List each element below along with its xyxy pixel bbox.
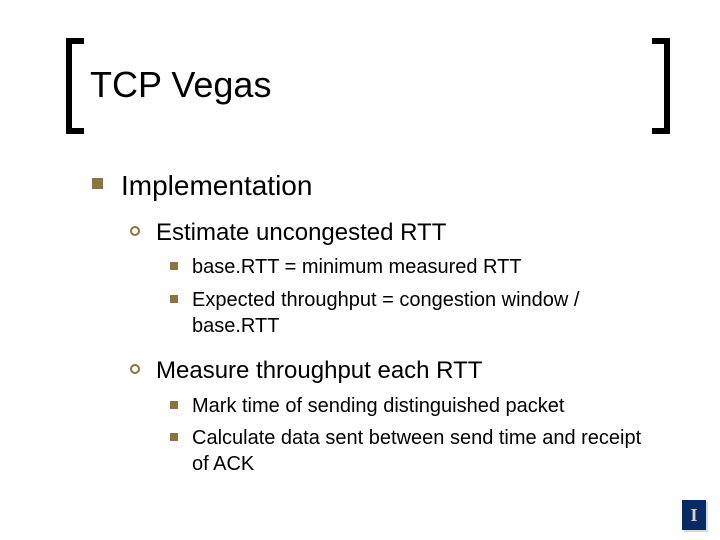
bracket-right-icon — [652, 38, 670, 134]
logo-letter: I — [690, 505, 697, 526]
lvl2-text: Estimate uncongested RTT — [156, 217, 446, 248]
bullet-lvl3: Calculate data sent between send time an… — [170, 425, 652, 478]
bullet-lvl1: Implementation — [92, 168, 652, 203]
lvl3-text: Mark time of sending distinguished packe… — [192, 393, 564, 419]
lvl2-text: Measure throughput each RTT — [156, 355, 482, 386]
bullet-lvl3: base.RTT = minimum measured RTT — [170, 254, 652, 280]
bullet-lvl2: Measure throughput each RTT — [130, 355, 652, 386]
square-bullet-icon — [170, 262, 178, 270]
circle-bullet-icon — [130, 364, 140, 374]
square-bullet-icon — [170, 433, 178, 441]
bullet-lvl2: Estimate uncongested RTT — [130, 217, 652, 248]
square-bullet-icon — [92, 178, 103, 189]
slide-title: TCP Vegas — [90, 64, 271, 106]
slide: TCP Vegas Implementation Estimate uncong… — [0, 0, 720, 540]
square-bullet-icon — [170, 295, 178, 303]
lvl3-text: Expected throughput = congestion window … — [192, 287, 652, 340]
lvl1-text: Implementation — [121, 168, 312, 203]
bracket-left-icon — [66, 38, 84, 134]
bullet-lvl3: Expected throughput = congestion window … — [170, 287, 652, 340]
circle-bullet-icon — [130, 226, 140, 236]
lvl3-text: base.RTT = minimum measured RTT — [192, 254, 522, 280]
university-logo-icon: I — [682, 500, 706, 530]
square-bullet-icon — [170, 401, 178, 409]
bullet-lvl3: Mark time of sending distinguished packe… — [170, 393, 652, 419]
lvl3-text: Calculate data sent between send time an… — [192, 425, 652, 478]
content-area: Implementation Estimate uncongested RTT … — [92, 168, 652, 478]
title-frame: TCP Vegas — [78, 38, 658, 134]
